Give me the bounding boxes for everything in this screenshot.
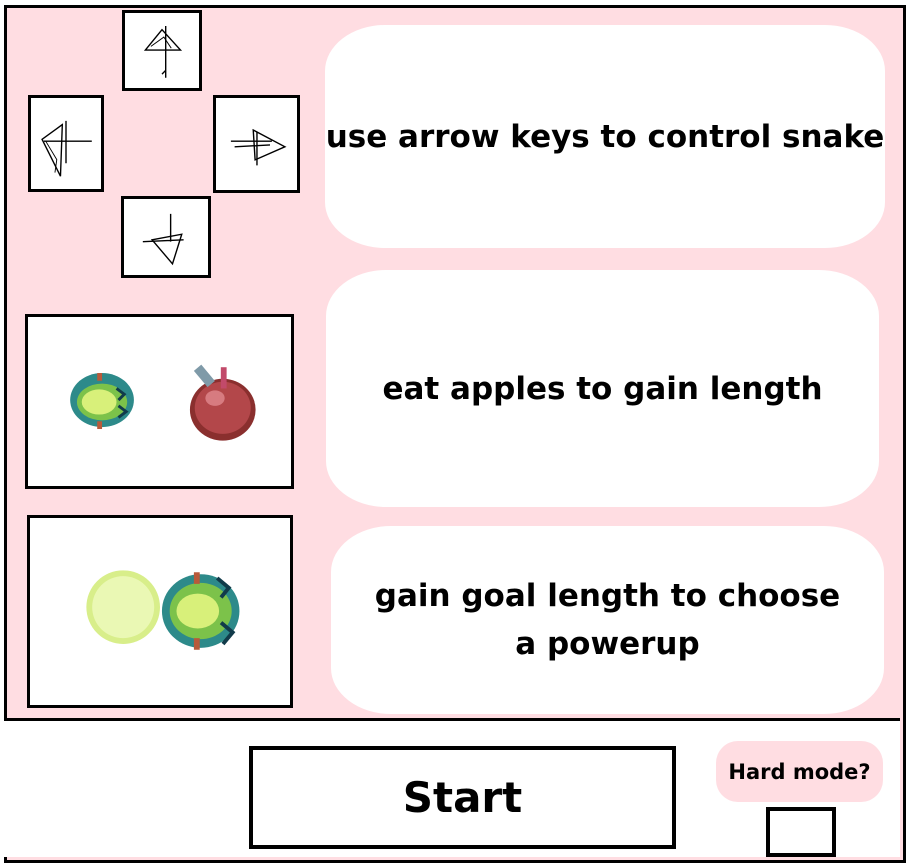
down-arrow-key-icon [142,213,184,266]
powerup-orb-icon [86,570,160,644]
right-arrow-key [213,95,300,193]
apple-icon [189,364,256,441]
snake-head-icon-2 [161,572,240,650]
snake-head-icon [70,373,134,430]
apples-instruction-text: eat apples to gain length [382,370,823,407]
left-arrow-key [28,95,104,192]
powerup-illustration [86,570,240,650]
apples-instruction: eat apples to gain length [326,270,879,507]
hard-mode-label-text: Hard mode? [728,759,871,784]
down-arrow-key [121,196,211,278]
hard-mode-checkbox[interactable] [766,807,836,857]
up-arrow-key [122,10,202,91]
powerup-instruction-text: gain goal length to choose a powerup [374,578,841,662]
start-button-label: Start [402,773,523,822]
controls-instruction-text: use arrow keys to control snake [325,118,885,155]
start-button[interactable]: Start [249,746,676,849]
powerup-instruction: gain goal length to choose a powerup [331,526,884,714]
left-arrow-key-icon [41,120,92,177]
snake-apple-illustration [70,364,256,441]
powerup-panel [27,515,293,708]
up-arrow-key-icon [143,25,183,78]
hard-mode-label: Hard mode? [716,741,883,802]
right-arrow-key-icon [230,128,287,166]
controls-instruction: use arrow keys to control snake [325,25,885,248]
snake-apple-panel [25,314,294,489]
